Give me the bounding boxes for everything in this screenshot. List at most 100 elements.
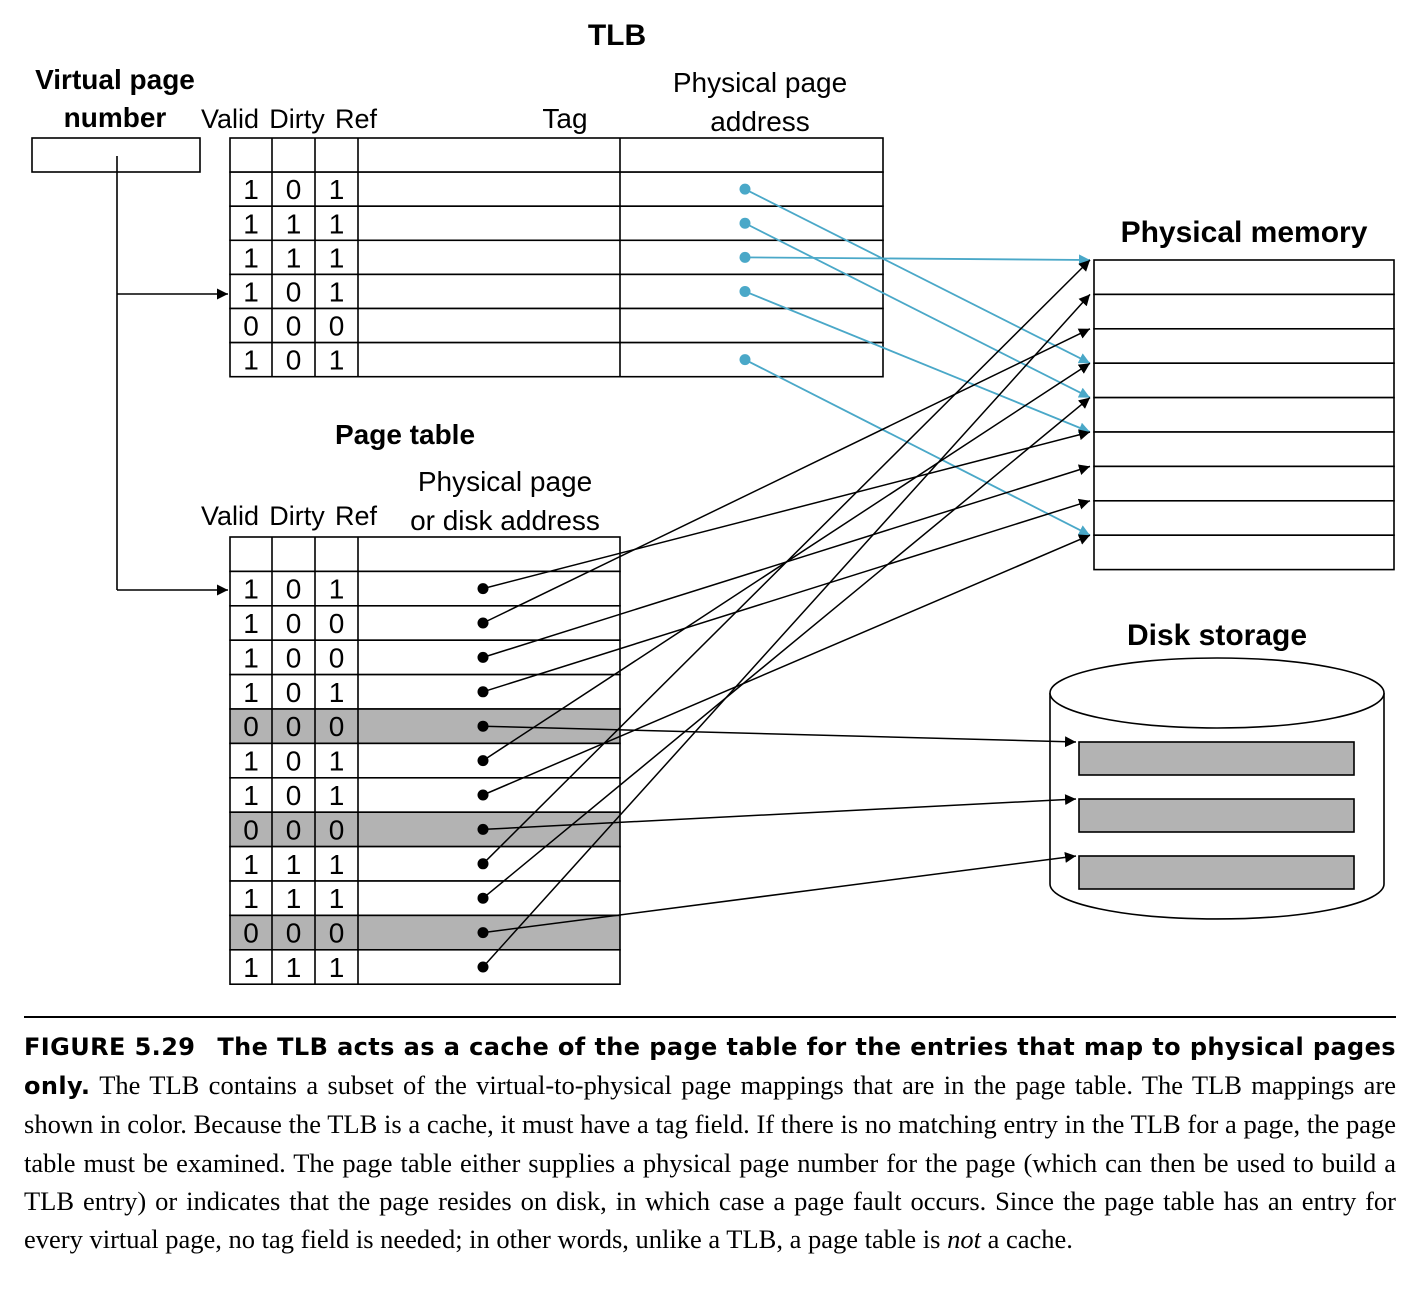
disk-block (1078, 741, 1355, 776)
page-table-ref-header: Ref (335, 501, 378, 531)
page-table-valid-bit: 1 (243, 677, 259, 708)
page-table-dirty-bit: 0 (286, 574, 302, 605)
tlb-valid-bit: 1 (243, 345, 259, 376)
page-table-ref-bit: 1 (329, 849, 345, 880)
physical-memory-frame (1093, 431, 1395, 468)
page-table-ref-bit: 0 (329, 711, 345, 742)
page-table-mapping-arrow (482, 534, 1091, 796)
page-table-pointer-dot (477, 892, 489, 904)
tlb-row-cell (229, 171, 884, 208)
page-table-row (229, 536, 621, 573)
page-table-pointer-dot (477, 927, 489, 939)
tlb-row-cell (229, 205, 884, 242)
page-table-ref-bit: 1 (329, 677, 345, 708)
page-table-pointer-dot (477, 583, 489, 595)
page-table-mapping-arrow (482, 293, 1091, 968)
page-table-valid-bit: 0 (243, 711, 259, 742)
physical-memory-frame (1093, 499, 1395, 536)
page-table-ref-bit: 1 (329, 780, 345, 811)
tlb-dirty-bit: 0 (286, 345, 302, 376)
page-table-valid-bit: 1 (243, 608, 259, 639)
tlb-mapping-arrow (744, 290, 1091, 433)
page-table-pointer-dot (477, 720, 489, 732)
caption-body: The TLB contains a subset of the virtual… (24, 1070, 1396, 1255)
page-table-row-cell (229, 536, 621, 573)
tlb-row-cell (229, 341, 884, 378)
tlb-physical-page-address-header: address (710, 106, 810, 137)
page-table-ref-bit: 1 (329, 574, 345, 605)
vpn-lookup-lines (116, 156, 228, 596)
page-table-mapping-arrow (482, 498, 1091, 693)
page-table-ref-bit: 0 (329, 608, 345, 639)
tlb-row-cell (229, 307, 884, 344)
page-table-pointer-dot (477, 823, 489, 835)
tlb-dirty-header: Dirty (269, 104, 325, 134)
page-table-row-cell (229, 811, 621, 848)
virtual-page-number-box (31, 137, 201, 173)
tlb-valid-bit: 1 (243, 242, 259, 273)
tlb-ref-bit: 1 (329, 345, 345, 376)
tlb-tag-header: Tag (542, 103, 587, 134)
page-table-mapping-arrow (482, 259, 1091, 865)
tlb-pointer-dot (739, 251, 751, 263)
page-table-dirty-bit: 0 (286, 814, 302, 845)
page-table-dirty-bit: 0 (286, 608, 302, 639)
page-table-dirty-bit: 0 (286, 918, 302, 949)
page-table-row-cell (229, 776, 621, 813)
page-table-ref-bit: 0 (329, 642, 345, 673)
physical-memory-frame (1093, 293, 1395, 330)
physical-memory (1093, 259, 1395, 571)
disk-block (1078, 798, 1355, 833)
page-table-valid-bit: 1 (243, 952, 259, 983)
tlb-row-cell (229, 137, 884, 173)
tlb-dirty-bit: 0 (286, 174, 302, 205)
disk-cylinder-top (1049, 657, 1385, 729)
virtual-page-number-label: Virtual page (35, 64, 195, 95)
disk-storage (1049, 657, 1385, 920)
tlb-valid-bit: 1 (243, 208, 259, 239)
tlb-ref-bit: 1 (329, 174, 345, 205)
page-table-dirty-bit: 1 (286, 952, 302, 983)
caption-body-end: a cache. (980, 1224, 1073, 1255)
page-table-dirty-bit: 1 (286, 849, 302, 880)
page-table-valid-header: Valid (201, 501, 259, 531)
page-table-dirty-header: Dirty (269, 501, 325, 531)
tlb-mapping-arrow (744, 222, 1091, 399)
caption-divider (24, 1016, 1396, 1018)
physical-memory-frame (1093, 327, 1395, 364)
tlb-valid-bit: 1 (243, 276, 259, 307)
disk-storage-title: Disk storage (1127, 619, 1307, 652)
page-table-pointer-dot (477, 789, 489, 801)
page-table-dirty-bit: 1 (286, 883, 302, 914)
tlb-mapping-arrow (744, 358, 1091, 537)
page-table-valid-bit: 1 (243, 780, 259, 811)
page-table-dirty-bit: 0 (286, 711, 302, 742)
tlb-dirty-bit: 1 (286, 242, 302, 273)
page-table-pointer-dot (477, 858, 489, 870)
tlb-table: 1 0 11 1 11 1 11 0 10 0 01 0 1 (229, 137, 884, 378)
page-table-ref-bit: 1 (329, 952, 345, 983)
page-table-ref-bit: 1 (329, 883, 345, 914)
page-table-valid-bit: 1 (243, 883, 259, 914)
page-table-dirty-bit: 0 (286, 642, 302, 673)
page-table-row-cell (229, 845, 621, 882)
tlb-pointer-dot (739, 354, 751, 366)
page-table-valid-bit: 0 (243, 814, 259, 845)
tlb-valid-header: Valid (201, 104, 259, 134)
physical-memory-frame (1093, 465, 1395, 502)
page-table-valid-bit: 1 (243, 642, 259, 673)
page-table-row-cell (229, 673, 621, 710)
page-table-disk-arrow (482, 794, 1077, 831)
page-table-ref-bit: 1 (329, 746, 345, 777)
page-table-mapping-arrow (482, 397, 1091, 899)
